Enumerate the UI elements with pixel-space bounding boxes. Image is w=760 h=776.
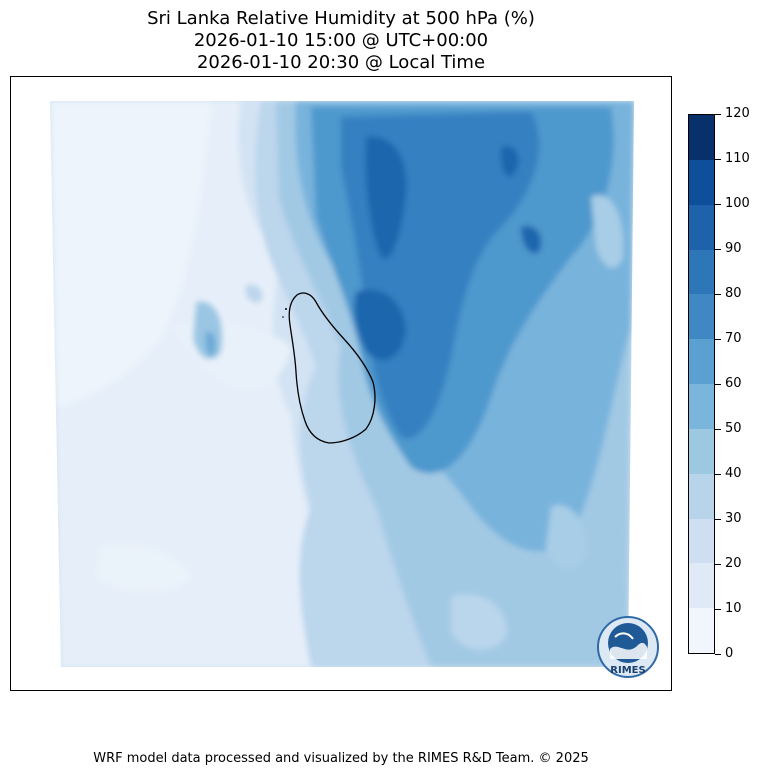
rimes-logo	[597, 616, 659, 678]
colorbar-segment	[689, 294, 714, 340]
colorbar-tick-label: 110	[725, 151, 750, 166]
colorbar-segment	[689, 339, 714, 385]
colorbar-segment	[689, 384, 714, 429]
colorbar-segment	[689, 159, 714, 205]
colorbar-segment	[689, 563, 714, 609]
colorbar-tick-label: 90	[725, 241, 742, 256]
colorbar-tick-label: 120	[725, 106, 750, 121]
colorbar-segment	[689, 473, 714, 519]
colorbar-tick	[715, 519, 721, 520]
colorbar-tick	[715, 609, 721, 610]
band-80-90	[365, 136, 407, 259]
colorbar-segment	[689, 115, 714, 160]
rimes-logo-text: RIMES	[610, 665, 646, 676]
colorbar-tick	[715, 474, 721, 475]
colorbar-tick	[715, 564, 721, 565]
colorbar-segment	[689, 518, 714, 564]
sri-lanka-coastline	[288, 292, 376, 444]
colorbar-tick	[715, 339, 721, 340]
colorbar-tick	[715, 294, 721, 295]
humidity-map	[50, 101, 659, 678]
colorbar-tick	[715, 429, 721, 430]
colorbar	[688, 114, 715, 654]
colorbar-tick-label: 100	[725, 196, 750, 211]
colorbar-tick-label: 80	[725, 286, 742, 301]
colorbar-tick-label: 0	[725, 646, 734, 661]
colorbar-tick-label: 40	[725, 466, 742, 481]
colorbar-tick-label: 50	[725, 421, 742, 436]
colorbar-tick	[715, 384, 721, 385]
utc-time: 2026-01-10 15:00 @ UTC+00:00	[193, 30, 489, 51]
colorbar-tick-label: 10	[725, 601, 742, 616]
local-time: 2026-01-10 20:30 @ Local Time	[196, 52, 486, 73]
colorbar-tick	[715, 654, 721, 655]
colorbar-tick	[715, 114, 721, 115]
colorbar-tick-label: 60	[725, 376, 742, 391]
colorbar-segment	[689, 428, 714, 474]
map-panel: RIMES	[10, 76, 672, 691]
colorbar-tick	[715, 159, 721, 160]
colorbar-tick	[715, 204, 721, 205]
colorbar-tick-label: 30	[725, 511, 742, 526]
colorbar-segment	[689, 204, 714, 250]
colorbar-segment	[689, 249, 714, 295]
credit-footer: WRF model data processed and visualized …	[93, 751, 589, 766]
colorbar-tick	[715, 249, 721, 250]
colorbar-segment	[689, 608, 714, 653]
colorbar-tick-label: 70	[725, 331, 742, 346]
map-title: Sri Lanka Relative Humidity at 500 hPa (…	[147, 8, 535, 29]
colorbar-tick-label: 20	[725, 556, 742, 571]
